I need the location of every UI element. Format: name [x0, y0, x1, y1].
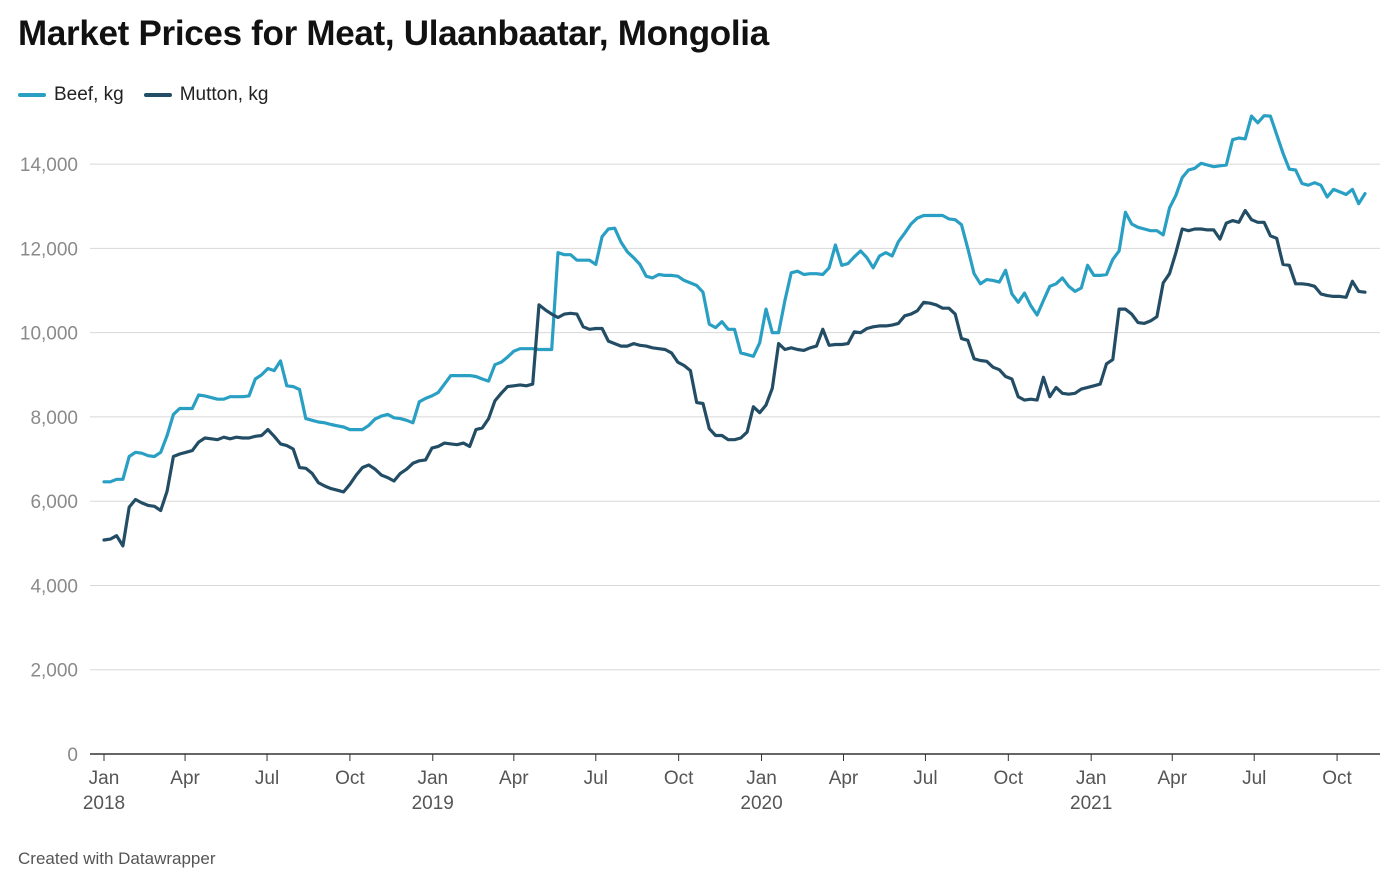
- legend-item-beef: Beef, kg: [18, 84, 124, 106]
- x-tick-label: Jul: [1242, 768, 1266, 789]
- x-tick-label: Apr: [499, 768, 529, 789]
- y-tick-label: 4,000: [30, 576, 78, 597]
- series-line-beef: [102, 114, 1367, 484]
- x-tick-label: Oct: [994, 768, 1024, 789]
- y-axis-tick-labels: 0 2,000 4,000 6,000 8,000 10,000 12,000 14,000: [20, 155, 78, 766]
- x-tick-label: Jul: [255, 768, 279, 789]
- x-tick-year-label: 2018: [83, 793, 125, 814]
- legend-swatch-mutton: [143, 93, 172, 97]
- x-tick-year-label: 2021: [1070, 793, 1112, 814]
- legend: Beef, kg Mutton, kg: [18, 84, 268, 106]
- x-tick-year-label: 2019: [412, 793, 454, 814]
- y-tick-label: 6,000: [30, 492, 78, 513]
- x-tick-label: Jan: [1076, 768, 1107, 789]
- x-tick-label: Apr: [829, 768, 859, 789]
- y-tick-label: 10,000: [20, 324, 78, 345]
- series-lines: [102, 114, 1367, 548]
- legend-label-beef: Beef, kg: [54, 84, 124, 105]
- x-tick-label: Jan: [746, 768, 777, 789]
- y-tick-label: 12,000: [20, 239, 78, 260]
- x-tick-label: Oct: [335, 768, 365, 789]
- chart-title: Market Prices for Meat, Ulaanbaatar, Mon…: [18, 14, 769, 53]
- y-tick-label: 2,000: [30, 661, 78, 682]
- x-tick-label: Apr: [1157, 768, 1187, 789]
- y-tick-label: 0: [67, 745, 78, 766]
- legend-label-mutton: Mutton, kg: [179, 84, 269, 105]
- footer-credit: Created with Datawrapper: [18, 849, 216, 868]
- x-tick-label: Jan: [417, 768, 448, 789]
- x-tick-label: Jul: [913, 768, 937, 789]
- x-tick-label: Apr: [170, 768, 200, 789]
- y-tick-label: 8,000: [30, 408, 78, 429]
- x-tick-label: Jul: [584, 768, 608, 789]
- gridlines: [90, 163, 1380, 755]
- legend-item-mutton: Mutton, kg: [143, 84, 269, 106]
- x-tick-year-label: 2020: [740, 793, 782, 814]
- series-line-mutton: [102, 208, 1367, 548]
- x-tick-label: Oct: [1322, 768, 1352, 789]
- x-tick-label: Jan: [89, 768, 120, 789]
- legend-swatch-beef: [18, 93, 46, 97]
- y-tick-label: 14,000: [20, 155, 78, 176]
- x-tick-label: Oct: [664, 768, 694, 789]
- x-axis-tick-labels: Jan 2018 Apr Jul Oct Jan 2019 Apr Jul Oct Jan 2020 A…: [83, 754, 1353, 814]
